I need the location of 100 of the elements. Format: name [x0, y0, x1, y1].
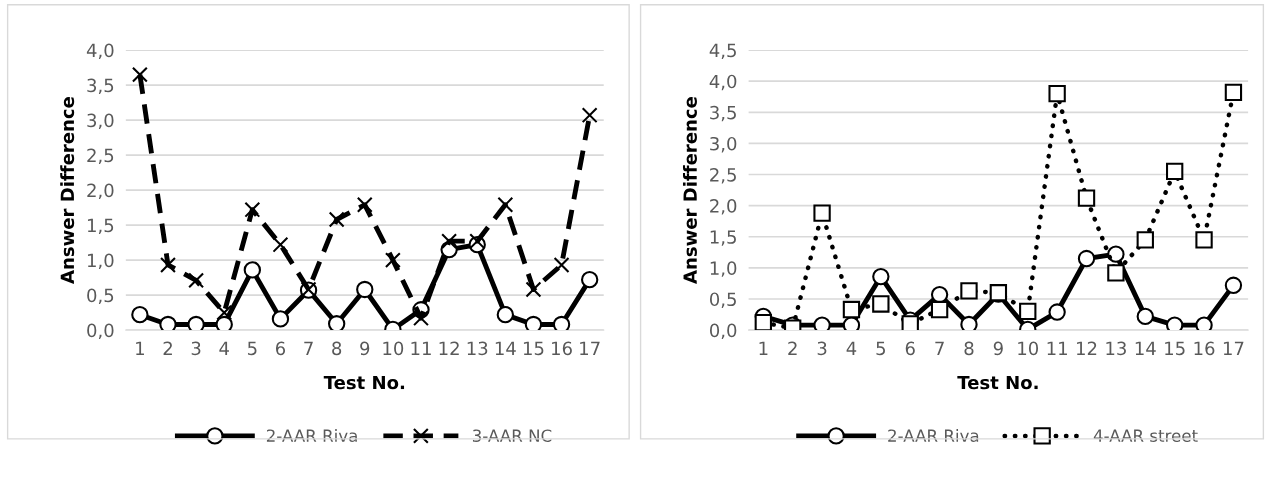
point	[1048, 303, 1066, 321]
point	[328, 211, 345, 228]
x-tick-label: 16	[1194, 341, 1215, 356]
x-tick-label: 13	[1106, 341, 1126, 356]
point	[497, 196, 514, 213]
x-tick-label: 16	[552, 341, 572, 356]
point	[930, 300, 949, 319]
point	[1224, 276, 1243, 294]
y-tick-label: 2,5	[87, 148, 114, 165]
point	[159, 315, 177, 331]
point	[842, 300, 861, 319]
x-tick-label: 2	[788, 341, 797, 355]
point	[188, 272, 205, 289]
x-tick-label: 6	[275, 341, 286, 356]
point	[131, 66, 148, 83]
x-tick-label: 6	[905, 341, 915, 356]
point	[496, 306, 515, 324]
legend-label: 4-AAR street	[1093, 429, 1198, 442]
y-axis-title: Answer Difference	[60, 97, 75, 284]
x-tick-label: 17	[1223, 341, 1244, 355]
x-axis-title: Test No.	[323, 375, 405, 390]
y-tick-label: 2,0	[710, 199, 737, 215]
point	[901, 315, 919, 331]
x-tick-label: 12	[1077, 341, 1097, 355]
x-tick-label: 1	[759, 341, 768, 355]
legend-label: 2-AAR Riva	[266, 429, 357, 442]
x-tick-label: 10	[383, 341, 404, 356]
point	[244, 201, 261, 218]
x-tick-label: 5	[247, 341, 257, 356]
point	[1077, 189, 1096, 207]
point	[1048, 84, 1066, 103]
point	[1077, 249, 1096, 268]
y-tick-label: 3,0	[87, 113, 114, 130]
y-tick-label: 3,5	[710, 105, 736, 122]
point	[581, 107, 598, 124]
point	[580, 271, 599, 289]
point	[552, 315, 571, 331]
point	[553, 257, 570, 273]
x-axis-title: Test No.	[957, 375, 1038, 390]
x-tick-label: 15	[523, 341, 544, 356]
point	[842, 316, 861, 331]
point	[960, 282, 978, 300]
point	[1195, 316, 1213, 331]
x-tick-label: 10	[1018, 341, 1039, 356]
point	[1136, 231, 1154, 249]
point	[1224, 83, 1243, 102]
point	[1165, 316, 1184, 331]
point	[272, 236, 289, 253]
point	[216, 304, 233, 321]
y-tick-label: 4,5	[709, 43, 736, 60]
x-tick-label: 8	[964, 341, 974, 356]
point	[356, 196, 373, 213]
y-axis-title: Answer Difference	[682, 97, 697, 284]
point	[327, 315, 346, 331]
point	[754, 313, 772, 331]
point	[215, 315, 233, 331]
point	[960, 315, 978, 331]
y-tick-label: 0,5	[709, 292, 736, 308]
y-tick-label: 0,0	[709, 323, 737, 340]
point	[271, 310, 290, 328]
point	[384, 252, 401, 269]
point	[872, 295, 890, 313]
x-tick-label: 12	[439, 341, 459, 355]
point	[469, 233, 486, 250]
x-tick-label: 13	[467, 341, 488, 356]
y-tick-label: 4,0	[709, 74, 737, 91]
x-tick-label: 14	[1135, 341, 1156, 355]
y-tick-label: 1,5	[710, 230, 736, 246]
y-tick-label: 0,0	[87, 323, 114, 340]
point	[813, 316, 831, 331]
point	[131, 306, 149, 324]
y-tick-label: 1,0	[710, 261, 737, 277]
y-tick-label: 0,5	[87, 288, 114, 305]
x-tick-label: 2	[163, 341, 172, 355]
point	[524, 315, 543, 331]
y-tick-label: 3,5	[87, 78, 114, 95]
x-tick-label: 8	[332, 341, 342, 356]
point	[187, 315, 205, 331]
point	[872, 267, 890, 286]
point	[1165, 162, 1184, 181]
y-tick-label: 3,0	[710, 136, 737, 153]
point	[525, 281, 542, 298]
x-tick-label: 1	[136, 341, 144, 355]
point	[813, 204, 831, 222]
point	[243, 261, 262, 279]
y-tick-label: 4,0	[86, 43, 114, 60]
x-tick-label: 17	[580, 341, 600, 355]
x-tick-label: 15	[1165, 341, 1185, 356]
point	[160, 257, 176, 273]
x-tick-label: 7	[304, 341, 313, 355]
point	[441, 233, 458, 250]
legend-label: 3-AAR NC	[472, 429, 552, 442]
y-tick-label: 1,0	[87, 253, 114, 270]
legend-label: 2-AAR Riva	[888, 429, 979, 442]
point	[413, 310, 429, 327]
y-tick-label: 2,5	[710, 167, 736, 184]
point	[1195, 231, 1213, 249]
point	[1107, 264, 1125, 282]
x-tick-label: 11	[411, 341, 431, 355]
x-tick-label: 5	[876, 341, 886, 356]
